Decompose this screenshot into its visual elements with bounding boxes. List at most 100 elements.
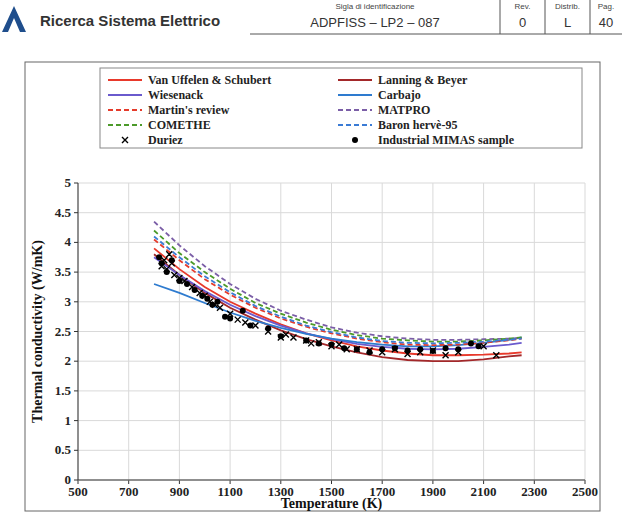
y-tick-label: 1	[65, 413, 72, 428]
scatter-point	[430, 348, 436, 354]
scatter-point	[405, 348, 411, 354]
legend-box	[100, 68, 582, 148]
tick	[74, 331, 78, 332]
scatter-point	[169, 257, 175, 263]
series-line	[154, 236, 522, 343]
tick	[74, 212, 78, 213]
legend-swatch	[108, 109, 142, 111]
plot-area	[154, 222, 522, 362]
tick	[74, 272, 78, 273]
scatter-point	[476, 343, 482, 349]
grid-line	[78, 420, 585, 421]
x-tick-label: 500	[68, 484, 88, 499]
header-value: 0	[519, 15, 526, 30]
header-title: Ricerca Sistema Elettrico	[40, 12, 220, 29]
scatter-point	[316, 340, 322, 346]
header-column: Rev.	[515, 2, 531, 11]
series-line	[154, 231, 522, 342]
scatter-point	[493, 352, 499, 358]
header-column: Sigla di identificazione	[335, 2, 415, 11]
tick	[74, 480, 78, 481]
legend-label: Industrial MIMAS sample	[378, 133, 515, 147]
scatter-point	[184, 281, 190, 287]
grid-line	[78, 242, 585, 243]
y-tick-label: 3.5	[55, 264, 72, 279]
legend-swatch	[338, 79, 372, 81]
legend-swatch	[108, 124, 142, 126]
tick	[74, 301, 78, 302]
tick	[74, 390, 78, 391]
logo	[2, 6, 26, 32]
legend-swatch	[122, 137, 128, 143]
grid-line	[78, 183, 79, 480]
x-tick-label: 1900	[420, 484, 446, 499]
scatter-point	[217, 305, 223, 311]
scatter-point	[341, 345, 347, 351]
legend-swatch	[108, 79, 142, 81]
series-line	[154, 284, 522, 346]
scatter-point	[265, 326, 271, 332]
legend-label: Carbajo	[378, 88, 421, 102]
grid-line	[78, 361, 585, 362]
scatter-point	[443, 352, 449, 358]
y-tick-label: 2	[65, 353, 72, 368]
scatter-point	[308, 340, 314, 346]
scatter-point	[329, 342, 335, 348]
scatter-point	[159, 260, 165, 266]
scatter-point	[417, 346, 423, 352]
header-rule	[250, 34, 622, 35]
legend-swatch	[352, 137, 358, 143]
scatter-point	[303, 337, 309, 343]
scatter-point	[199, 293, 205, 299]
legend-label: Baron hervè-95	[378, 118, 457, 132]
header-divider	[545, 0, 546, 34]
y-tick-label: 4	[65, 234, 72, 249]
scatter-point	[204, 296, 210, 302]
scatter-point	[379, 346, 385, 352]
header-value: L	[564, 15, 571, 30]
tick	[74, 420, 78, 421]
x-tick-label: 2300	[521, 484, 547, 499]
y-tick-label: 2.5	[55, 324, 72, 339]
grid-line	[78, 480, 585, 481]
grid-line	[78, 390, 585, 391]
legend-label: Lanning & Beyer	[378, 73, 468, 87]
header-divider	[590, 0, 591, 34]
header-value: 40	[599, 15, 613, 30]
scatter-point	[240, 308, 246, 314]
legend-swatch	[338, 109, 372, 111]
scatter-point	[336, 342, 342, 348]
legend-swatch	[108, 94, 142, 96]
tick	[74, 242, 78, 243]
header-column: Pag.	[598, 2, 614, 11]
y-axis-title: Thermal conductivity (W/mK)	[30, 240, 46, 423]
legend-swatch	[338, 124, 372, 126]
header-value: ADPFISS – LP2 – 087	[310, 15, 439, 30]
y-tick-label: 0	[65, 472, 72, 487]
scatter-point	[176, 278, 182, 284]
x-tick-label: 700	[119, 484, 139, 499]
grid-line	[78, 450, 585, 451]
x-axis	[78, 480, 585, 481]
tick	[74, 361, 78, 362]
legend-label: Duriez	[148, 133, 183, 147]
scatter-point	[156, 254, 162, 260]
scatter-point	[430, 348, 436, 354]
series-line	[154, 222, 522, 340]
x-tick-label: 2100	[471, 484, 497, 499]
scatter-point	[354, 346, 360, 352]
scatter-point	[192, 287, 198, 293]
scatter-point	[166, 251, 172, 257]
x-tick-label: 1100	[217, 484, 242, 499]
y-axis	[78, 183, 79, 480]
x-tick-label: 2500	[572, 484, 598, 499]
legend-label: Van Uffelen & Schubert	[148, 73, 271, 87]
grid-line	[78, 272, 585, 273]
scatter-point	[392, 345, 398, 351]
legend-swatch	[338, 94, 372, 96]
tick	[74, 450, 78, 451]
scatter-point	[468, 340, 474, 346]
x-axis-title: Temperature (K)	[281, 496, 383, 512]
scatter-point	[227, 315, 233, 321]
scatter-point	[247, 323, 253, 329]
